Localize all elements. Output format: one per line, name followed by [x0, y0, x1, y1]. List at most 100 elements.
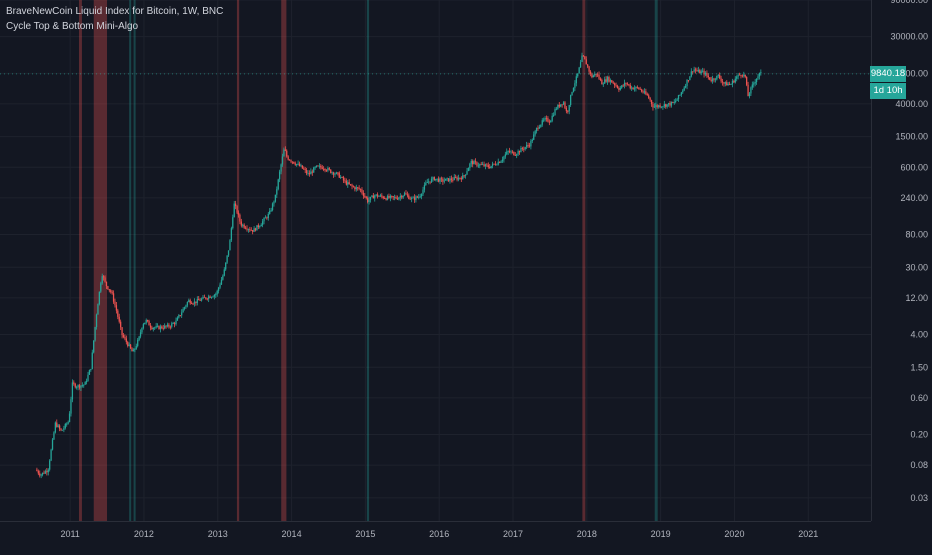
price-tick-label: 0.03: [910, 493, 928, 503]
candle-body: [503, 156, 505, 160]
candle-body: [751, 84, 753, 88]
candle-body: [733, 80, 735, 83]
candle-body: [389, 195, 392, 198]
candle-body: [429, 181, 431, 183]
candle-body: [581, 55, 583, 63]
candle-body: [253, 228, 255, 232]
indicator-name[interactable]: Cycle Top & Bottom Mini-Algo: [6, 21, 139, 32]
candle-body: [266, 217, 268, 219]
candle-body: [259, 226, 261, 228]
candle-body: [645, 91, 647, 95]
candle-body: [63, 428, 65, 430]
candle-body: [239, 214, 241, 222]
candle-body: [83, 384, 85, 386]
candle-body: [426, 182, 428, 183]
candle-body: [760, 72, 762, 73]
candle-body: [689, 76, 691, 81]
symbol-title[interactable]: BraveNewCoin Liquid Index for Bitcoin, 1…: [6, 6, 224, 17]
candle-body: [483, 164, 485, 167]
candle-body: [293, 161, 295, 164]
candle-body: [307, 173, 309, 174]
candle-body: [466, 171, 468, 175]
candle-body: [328, 168, 330, 170]
candle-body: [186, 301, 189, 306]
candle-body: [232, 217, 234, 229]
candle-body: [56, 422, 58, 427]
candle-body: [534, 131, 536, 135]
candle-body: [487, 165, 489, 168]
candle-body: [436, 178, 438, 180]
candle-body: [602, 83, 604, 85]
candle-body: [418, 197, 420, 198]
candle-body: [229, 240, 231, 251]
candle-body: [734, 78, 736, 83]
candle-body: [598, 74, 600, 79]
candle-body: [480, 164, 482, 166]
candle-body: [171, 323, 173, 327]
candle-body: [97, 304, 99, 315]
candle-body: [628, 84, 630, 86]
candle-body: [310, 171, 312, 175]
candle-body: [303, 168, 305, 170]
candle-body: [371, 195, 373, 197]
candle-body: [748, 93, 751, 97]
candle-body: [222, 275, 224, 280]
candle-body: [636, 86, 639, 88]
candle-body: [141, 327, 143, 333]
candle-body: [261, 221, 264, 225]
candle-body: [196, 299, 198, 303]
candle-body: [743, 74, 745, 76]
cycle-top-band: [93, 0, 108, 521]
candle-body: [269, 211, 271, 214]
time-axis[interactable]: 2011 2012 2013 2014 2015 2016 2017 2018 2019 2020…: [60, 529, 818, 539]
candle-body: [496, 164, 498, 166]
candle-body: [696, 70, 698, 72]
candle-body: [755, 78, 758, 82]
candle-body: [210, 297, 213, 298]
candle-body: [425, 182, 427, 186]
candle-body: [673, 101, 675, 103]
candle-body: [456, 177, 458, 180]
candle-body: [39, 473, 41, 476]
candle-body: [61, 429, 64, 431]
candle-body: [415, 196, 417, 200]
candle-body: [216, 290, 218, 295]
candle-body: [139, 332, 142, 337]
candle-body: [305, 170, 308, 174]
candle-body: [656, 105, 658, 107]
candle-body: [476, 162, 478, 166]
candle-body: [445, 178, 447, 181]
candle-body: [137, 340, 139, 347]
candle-body: [455, 177, 457, 178]
candle-body: [550, 120, 552, 123]
candle-body: [388, 196, 390, 198]
candle-body: [721, 81, 724, 83]
candle-body: [107, 286, 109, 290]
candle-body: [49, 460, 51, 470]
candle-body: [315, 165, 318, 167]
candle-body: [650, 100, 653, 104]
candle-body: [355, 187, 357, 190]
candle-body: [175, 320, 177, 325]
candle-body: [582, 55, 585, 57]
candle-body: [660, 106, 663, 108]
candle-body: [392, 196, 394, 198]
price-axis[interactable]: 90000.00 30000.00 10000.00 4000.00 1500.00 60…: [890, 0, 928, 503]
candle-body: [643, 91, 646, 93]
time-tick-label: 2018: [577, 529, 597, 539]
candle-body: [297, 163, 299, 165]
candle-body: [499, 161, 501, 163]
candle-body: [653, 106, 656, 108]
candle-body: [375, 194, 377, 196]
candle-body: [311, 171, 313, 173]
last-price-label: 9840.18: [870, 65, 906, 82]
candle-body: [527, 145, 529, 146]
candle-body: [114, 301, 116, 306]
candle-body: [50, 449, 52, 461]
candle-body: [166, 324, 169, 327]
candle-body: [270, 210, 272, 212]
candle-body: [283, 149, 285, 157]
candle-body: [148, 321, 150, 326]
